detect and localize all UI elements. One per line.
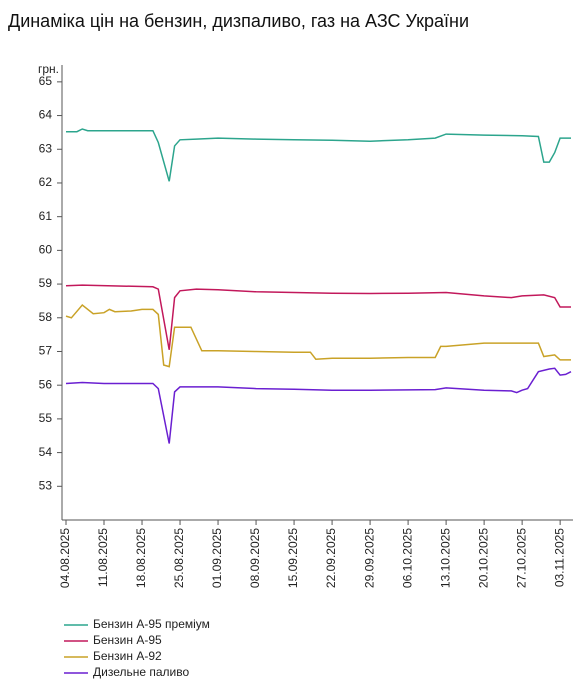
y-tick-label: 61	[39, 209, 53, 223]
y-tick-label: 54	[39, 445, 53, 459]
y-tick-label: 62	[39, 175, 53, 189]
y-tick-label: 60	[39, 243, 53, 257]
y-tick-label: 58	[39, 310, 53, 324]
x-tick-label: 01.09.2025	[210, 528, 224, 588]
y-tick-label: 64	[39, 108, 53, 122]
x-tick-label: 06.10.2025	[400, 528, 414, 588]
y-tick-label: 57	[39, 344, 53, 358]
x-tick-label: 11.08.2025	[96, 528, 110, 587]
y-tick-label: 63	[39, 141, 53, 155]
legend-label: Бензин А-95	[93, 633, 162, 647]
series-line	[65, 367, 572, 444]
legend-label: Дизельне паливо	[93, 665, 189, 679]
y-axis-label: грн.	[38, 62, 59, 76]
x-tick-label: 03.11.2025	[552, 528, 566, 587]
y-tick-label: 59	[39, 276, 53, 290]
x-tick-label: 08.09.2025	[248, 528, 262, 588]
series-line	[65, 303, 571, 368]
y-tick-label: 55	[39, 411, 53, 425]
x-tick-label: 18.08.2025	[134, 528, 148, 588]
x-tick-label: 13.10.2025	[438, 528, 452, 588]
y-tick-label: 65	[39, 74, 53, 88]
x-tick-label: 29.09.2025	[362, 528, 376, 588]
series-line	[66, 128, 571, 182]
series-line	[65, 284, 571, 350]
x-tick-label: 22.09.2025	[324, 528, 338, 588]
x-tick-label: 04.08.2025	[58, 528, 72, 588]
y-tick-label: 56	[39, 377, 53, 391]
y-tick-label: 53	[39, 478, 53, 492]
legend-label: Бензин А-95 преміум	[93, 617, 210, 631]
chart-title: Динаміка цін на бензин, дизпаливо, газ н…	[8, 11, 469, 31]
x-tick-label: 15.09.2025	[286, 528, 300, 588]
x-tick-label: 25.08.2025	[172, 528, 186, 588]
legend-label: Бензин А-92	[93, 649, 162, 663]
x-tick-label: 27.10.2025	[514, 528, 528, 588]
x-tick-label: 20.10.2025	[476, 528, 490, 588]
